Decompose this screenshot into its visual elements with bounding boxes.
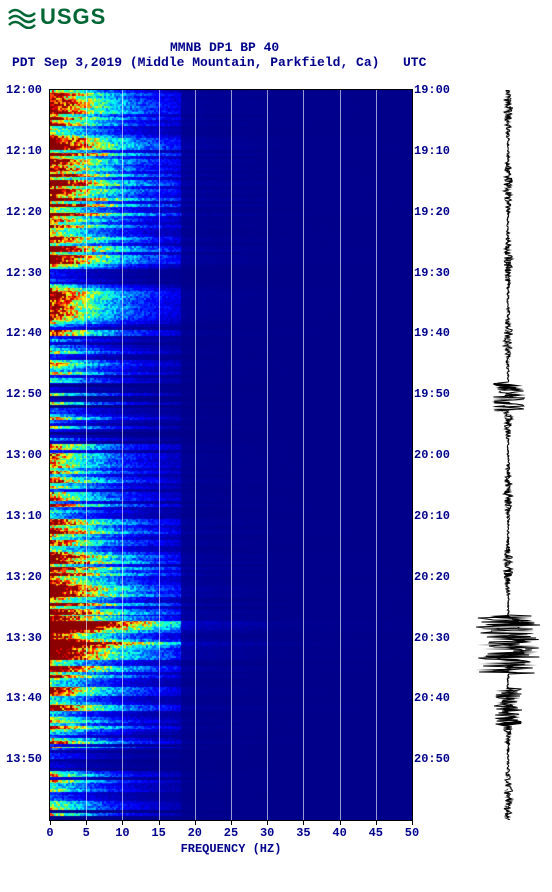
left-tick: 12:00 bbox=[6, 83, 42, 97]
date-location: Sep 3,2019 (Middle Mountain, Parkfield, … bbox=[44, 55, 379, 70]
frequency-axis: FREQUENCY (HZ) 05101520253035404550 bbox=[50, 820, 412, 860]
right-tick: 19:20 bbox=[414, 205, 450, 219]
right-tick: 20:20 bbox=[414, 570, 450, 584]
right-tick: 19:50 bbox=[414, 387, 450, 401]
left-tick: 13:50 bbox=[6, 752, 42, 766]
x-tick: 50 bbox=[405, 826, 419, 840]
left-tick: 13:10 bbox=[6, 509, 42, 523]
frequency-axis-label: FREQUENCY (HZ) bbox=[50, 842, 412, 856]
x-tick: 35 bbox=[296, 826, 310, 840]
x-tick: 45 bbox=[369, 826, 383, 840]
left-tick: 13:20 bbox=[6, 570, 42, 584]
left-tick: 13:40 bbox=[6, 691, 42, 705]
left-tick: 13:00 bbox=[6, 448, 42, 462]
left-time-axis: 12:0012:1012:2012:3012:4012:5013:0013:10… bbox=[0, 90, 48, 820]
right-tick: 20:10 bbox=[414, 509, 450, 523]
right-tick: 19:30 bbox=[414, 266, 450, 280]
x-tick: 0 bbox=[46, 826, 53, 840]
seismogram-waveform bbox=[470, 90, 546, 820]
left-tick: 12:50 bbox=[6, 387, 42, 401]
x-tick: 15 bbox=[151, 826, 165, 840]
usgs-wave-icon bbox=[8, 5, 36, 29]
left-tick: 13:30 bbox=[6, 631, 42, 645]
usgs-logo: USGS bbox=[8, 4, 106, 30]
right-tick: 20:50 bbox=[414, 752, 450, 766]
timezone-left: PDT bbox=[12, 55, 35, 70]
right-tick: 20:00 bbox=[414, 448, 450, 462]
left-tick: 12:20 bbox=[6, 205, 42, 219]
right-tick: 20:30 bbox=[414, 631, 450, 645]
right-tick: 19:10 bbox=[414, 144, 450, 158]
right-tick: 19:00 bbox=[414, 83, 450, 97]
x-tick: 20 bbox=[188, 826, 202, 840]
x-tick: 40 bbox=[332, 826, 346, 840]
left-tick: 12:40 bbox=[6, 326, 42, 340]
right-tick: 20:40 bbox=[414, 691, 450, 705]
x-tick: 30 bbox=[260, 826, 274, 840]
spectrogram bbox=[50, 90, 412, 820]
x-tick: 10 bbox=[115, 826, 129, 840]
x-tick: 25 bbox=[224, 826, 238, 840]
left-tick: 12:30 bbox=[6, 266, 42, 280]
station-title: MMNB DP1 BP 40 bbox=[170, 40, 279, 55]
left-tick: 12:10 bbox=[6, 144, 42, 158]
x-tick: 5 bbox=[83, 826, 90, 840]
usgs-logo-text: USGS bbox=[40, 4, 106, 30]
right-time-axis: 19:0019:1019:2019:3019:4019:5020:0020:10… bbox=[414, 90, 460, 820]
timezone-right: UTC bbox=[403, 55, 426, 70]
right-tick: 19:40 bbox=[414, 326, 450, 340]
plot-area: 12:00 12:10 12:20 12:30 12:40 12:50 13:00 13:10… bbox=[0, 80, 552, 860]
